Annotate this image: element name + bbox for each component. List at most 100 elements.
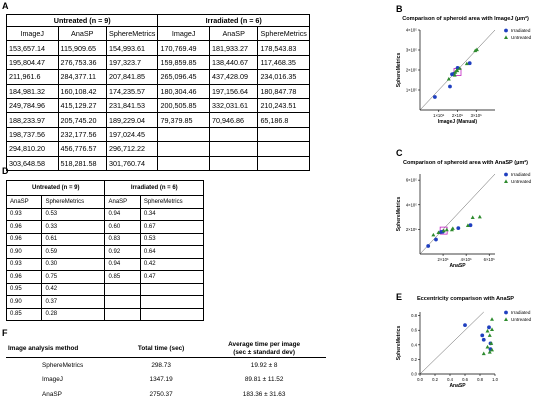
table-a-cell: 181,933.27 — [208, 40, 259, 56]
table-a-group-untreated: Untreated (n = 9) — [5, 14, 159, 27]
table-f-header-average: Average time per image (sec ± standard d… — [202, 340, 326, 358]
data-point-untreated — [487, 350, 492, 354]
table-f-cell: 2750.37 — [149, 390, 173, 398]
y-tick-label: 0.0 — [411, 372, 417, 377]
data-point-irradiated — [456, 226, 461, 231]
table-d-cell: 0.37 — [41, 295, 106, 309]
table-row: 0.93 0.30 0.94 0.42 — [5, 257, 205, 271]
table-row: 0.96 0.61 0.83 0.53 — [5, 232, 205, 246]
data-point-irradiated — [487, 325, 491, 330]
table-d-cell: 0.28 — [41, 307, 106, 321]
y-tick-label: 3×10⁵ — [406, 48, 417, 53]
table-row: 303,648.58 518,281.58 301,760.74 — [6, 155, 310, 171]
table-a-cell: 65,186.8 — [257, 112, 310, 128]
table-f-cell: 183.36 ± 31.63 — [242, 390, 286, 398]
data-point-untreated — [455, 68, 460, 73]
table-d-cell: 0.85 — [5, 307, 43, 321]
table-f-header-method: Image analysis method — [6, 340, 120, 358]
data-point-irradiated — [481, 337, 486, 342]
table-row: ImageJ 1347.19 89.81 ± 11.52 — [6, 373, 326, 388]
y-tick-label: 4×10⁵ — [406, 202, 417, 207]
y-axis-label: SphereMetrics — [396, 197, 402, 232]
x-tick-label: 4×10⁵ — [461, 257, 472, 262]
x-axis-label: ImageJ (Manual) — [438, 119, 478, 125]
data-point-untreated — [436, 230, 441, 235]
x-tick-label: 0.6 — [462, 377, 468, 382]
table-d-cell: 0.30 — [41, 257, 106, 271]
table-d-header: SphereMetrics — [41, 195, 106, 209]
table-a-cell: 303,648.58 — [6, 155, 59, 171]
table-a-cell: 249,784.96 — [6, 97, 59, 114]
y-tick-label: 0.2 — [411, 357, 417, 362]
table-d-cell: 0.94 — [104, 207, 141, 221]
x-tick-label: 0.4 — [447, 377, 453, 382]
panel-label-b: B — [396, 4, 403, 14]
table-row: 0.96 0.33 0.60 0.67 — [5, 220, 205, 234]
y-axis-label: SphereMetrics — [396, 326, 402, 361]
table-f-cell: 19.92 ± 8 — [250, 361, 278, 369]
table-d-group-untreated: Untreated (n = 9) — [5, 180, 106, 196]
table-a-cell: 159,859.85 — [157, 54, 210, 71]
legend-label: Irradiated — [511, 28, 531, 33]
x-axis-label: AnaSP — [449, 383, 466, 389]
table-row: 184,981.32 160,108.42 174,235.57 180,304.46… — [6, 83, 310, 99]
table-a-cell: 79,379.85 — [157, 112, 210, 128]
table-a-header: ImageJ — [157, 25, 210, 42]
y-tick-label: 0.6 — [411, 328, 417, 333]
x-tick-label: 1.0 — [492, 377, 498, 382]
table-a-cell: 332,031.61 — [208, 97, 259, 114]
table-a-header: SphereMetrics — [257, 25, 310, 42]
table-a-cell: 284,377.11 — [57, 69, 107, 85]
data-point-irradiated — [448, 84, 452, 89]
table-a-cell: 197,323.7 — [105, 54, 159, 71]
legend-marker-irradiated — [504, 172, 508, 177]
y-axis-label: SphereMetrics — [396, 53, 402, 88]
y-tick-label: 1×10⁵ — [406, 88, 417, 93]
table-a-header: SphereMetrics — [105, 25, 159, 42]
table-a-header: AnaSP — [57, 25, 107, 42]
legend-label: Untreated — [511, 35, 532, 40]
table-a-cell: 294,810.20 — [6, 141, 59, 157]
table-row: 0.95 0.42 — [5, 282, 205, 296]
data-point-untreated — [452, 73, 457, 77]
table-d-cell: 0.53 — [41, 207, 106, 221]
table-d-cell: 0.93 — [5, 207, 43, 221]
table-a-cell — [257, 141, 310, 157]
x-tick-label: 1×10⁵ — [433, 113, 444, 118]
x-tick-label: 0.2 — [432, 377, 438, 382]
table-d-cell — [104, 295, 141, 309]
table-a-cell: 117,468.35 — [257, 54, 310, 71]
table-a-cell — [157, 155, 210, 171]
table-a-cell: 174,235.57 — [105, 83, 159, 99]
table-a-cell: 231,841.53 — [105, 97, 159, 114]
table-a-cell — [157, 126, 210, 143]
table-d-cell — [139, 282, 205, 296]
legend-label: Untreated — [511, 317, 532, 322]
x-tick-label: 2×10⁵ — [452, 113, 463, 118]
table-a-cell — [257, 126, 310, 143]
panel-label-a: A — [2, 1, 9, 11]
table-f-cell: ImageJ — [42, 376, 63, 384]
data-point-untreated — [485, 328, 490, 333]
data-point-irradiated — [432, 95, 437, 99]
table-a-cell: 232,177.56 — [57, 126, 107, 143]
data-point-irradiated — [463, 323, 467, 328]
table-a-cell — [208, 155, 259, 171]
table-d-cell — [139, 307, 205, 321]
table-f-header-total: Total time (sec) — [120, 340, 203, 358]
table-d-cell: 0.75 — [41, 270, 106, 284]
chart-title: Eccentricity comparison with AnaSP — [417, 296, 514, 302]
data-point-untreated — [485, 344, 490, 349]
table-a-cell: 207,841.85 — [105, 69, 159, 85]
table-a-cell: 276,753.36 — [57, 54, 107, 71]
table-d-cell: 0.96 — [5, 220, 43, 234]
table-a-cell: 197,156.64 — [208, 83, 259, 99]
table-a-cell: 456,776.57 — [57, 141, 107, 157]
y-tick-label: 0.4 — [411, 342, 417, 347]
data-point-irradiated — [480, 333, 485, 338]
table-row: 188,233.97 205,745.20 189,229.04 79,379.85 7… — [6, 112, 310, 128]
x-tick-label: 0.8 — [477, 377, 483, 382]
table-d-cell: 0.96 — [5, 270, 43, 284]
chart-title: Comparison of spheroid area with ImageJ … — [402, 15, 529, 22]
data-point-untreated — [490, 317, 494, 321]
